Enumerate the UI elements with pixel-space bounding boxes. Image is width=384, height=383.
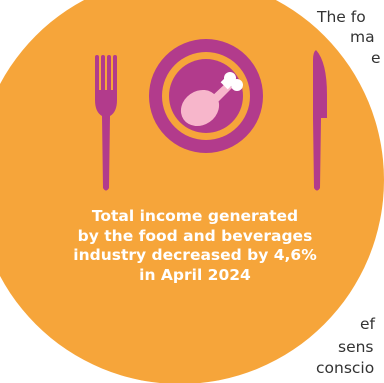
body-text-fragment: ma	[350, 28, 375, 46]
body-text-fragment: ef	[360, 315, 375, 333]
knife-icon	[313, 50, 327, 191]
caption-line: by the food and beverages	[77, 226, 313, 245]
chicken-drumstick-icon	[180, 72, 243, 127]
caption-line: Total income generated	[91, 207, 299, 225]
body-text-fragment: conscio	[316, 359, 375, 377]
body-text-fragment: The fo	[317, 8, 366, 26]
body-text-fragment: e	[371, 49, 381, 67]
caption-line: industry decreased by 4,6%	[73, 246, 317, 264]
body-text-fragment: sens	[338, 338, 374, 356]
caption-line: in April 2024	[139, 265, 251, 284]
income-caption: Total income generated by the food and b…	[52, 207, 338, 285]
fork-icon	[95, 55, 117, 191]
